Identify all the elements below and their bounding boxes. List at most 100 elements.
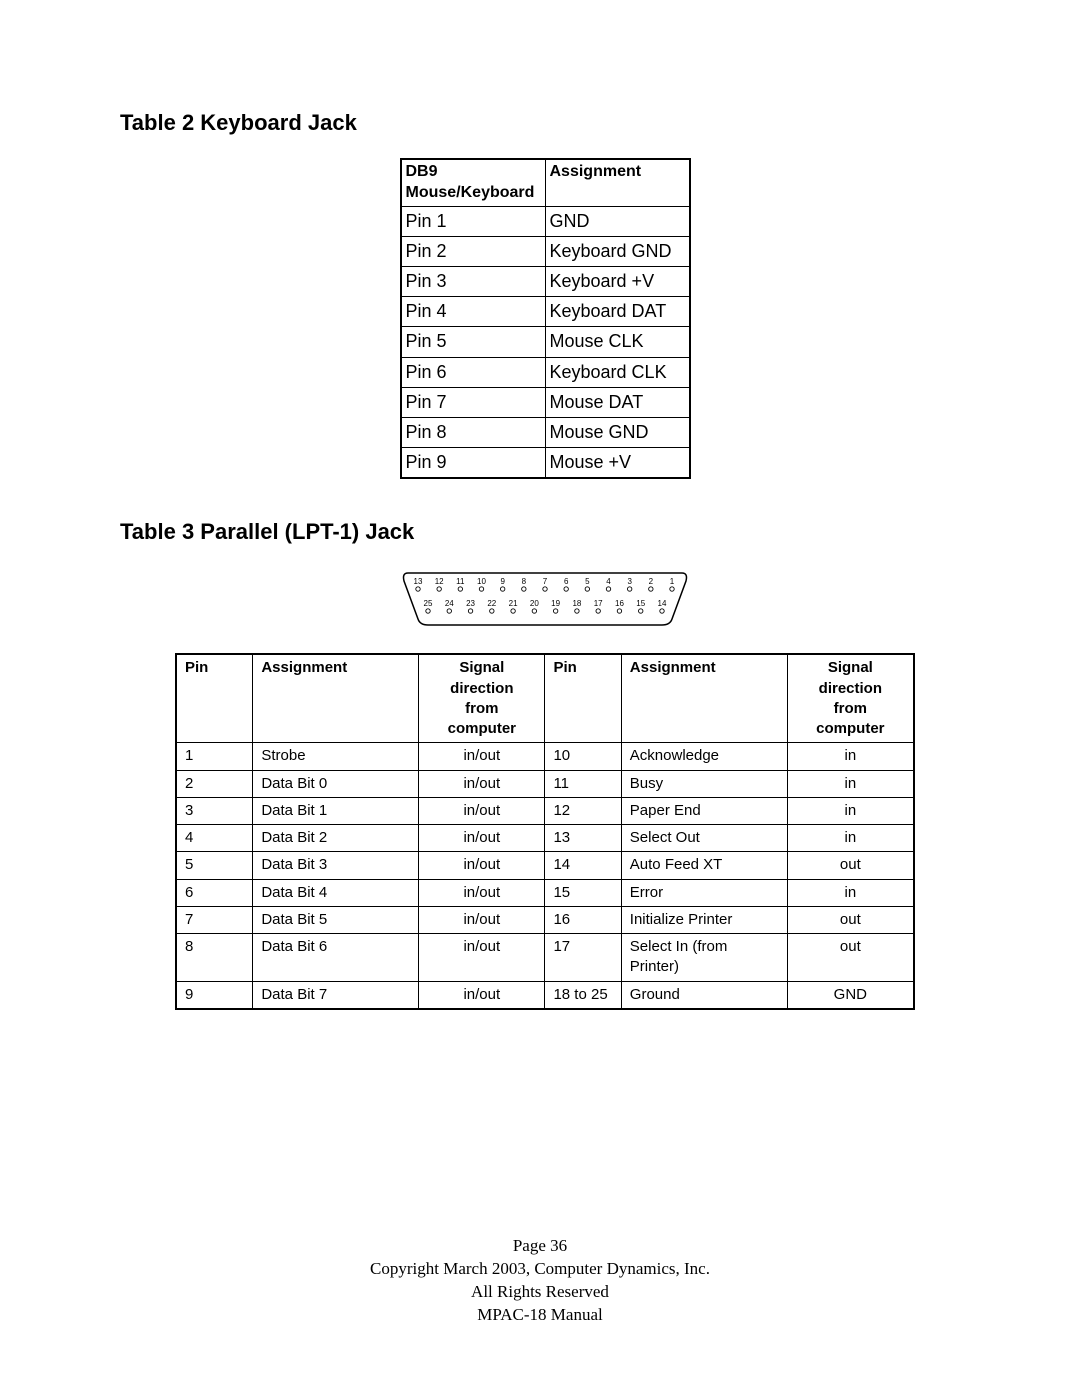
t3-assign-l: Data Bit 4 — [253, 879, 419, 906]
t3-assign-l: Data Bit 0 — [253, 770, 419, 797]
t3-pin-r: 18 to 25 — [545, 981, 621, 1009]
t3-assign-r: Acknowledge — [621, 743, 787, 770]
t3-h-pin-r: Pin — [545, 654, 621, 743]
t3-signal-r: in — [787, 770, 914, 797]
t3-assign-l: Data Bit 7 — [253, 981, 419, 1009]
footer-copyright: Copyright March 2003, Computer Dynamics,… — [0, 1258, 1080, 1281]
table-row: Pin 2Keyboard GND — [401, 236, 690, 266]
db25-connector-diagram: 1312111098765432125242322212019181716151… — [395, 567, 695, 627]
t3-signal-l: in/out — [419, 852, 545, 879]
table-row: Pin 5Mouse CLK — [401, 327, 690, 357]
t3-pin-l: 7 — [176, 906, 253, 933]
table-row: 3Data Bit 1in/out12Paper Endin — [176, 797, 914, 824]
t3-h-sig-r4: computer — [816, 720, 884, 737]
t3-signal-l: in/out — [419, 825, 545, 852]
t2-pin: Pin 4 — [401, 297, 546, 327]
t3-assign-l: Data Bit 2 — [253, 825, 419, 852]
t3-pin-r: 15 — [545, 879, 621, 906]
svg-text:21: 21 — [509, 599, 518, 608]
t3-pin-r: 17 — [545, 934, 621, 982]
db25-connector-svg: 1312111098765432125242322212019181716151… — [400, 567, 690, 627]
t3-signal-r: in — [787, 797, 914, 824]
t3-assign-l: Data Bit 3 — [253, 852, 419, 879]
table-row: Pin 1GND — [401, 206, 690, 236]
t2-assign: Keyboard +V — [545, 266, 690, 296]
t3-pin-l: 6 — [176, 879, 253, 906]
svg-text:20: 20 — [530, 599, 539, 608]
svg-text:9: 9 — [500, 577, 505, 586]
table-row: 9Data Bit 7in/out18 to 25GroundGND — [176, 981, 914, 1009]
t3-pin-l: 3 — [176, 797, 253, 824]
t3-assign-r: Select Out — [621, 825, 787, 852]
t3-assign-l: Data Bit 6 — [253, 934, 419, 982]
t3-signal-l: in/out — [419, 906, 545, 933]
table-row: 8Data Bit 6in/out17Select In (from Print… — [176, 934, 914, 982]
svg-text:12: 12 — [435, 577, 444, 586]
t3-h-signal-l: Signal direction from computer — [419, 654, 545, 743]
t3-signal-l: in/out — [419, 981, 545, 1009]
svg-text:18: 18 — [572, 599, 581, 608]
table-row: 5Data Bit 3in/out14Auto Feed XTout — [176, 852, 914, 879]
t3-signal-l: in/out — [419, 934, 545, 982]
svg-text:16: 16 — [615, 599, 624, 608]
t3-h-sig-l4: computer — [448, 720, 516, 737]
t3-h-assign-l: Assignment — [253, 654, 419, 743]
svg-text:6: 6 — [564, 577, 569, 586]
t3-h-pin-l: Pin — [176, 654, 253, 743]
t2-pin: Pin 5 — [401, 327, 546, 357]
t2-assign: Mouse GND — [545, 417, 690, 447]
table-row: Pin 6Keyboard CLK — [401, 357, 690, 387]
t3-h-sig-r1: Signal — [828, 659, 873, 676]
table-row: 6Data Bit 4in/out15Errorin — [176, 879, 914, 906]
svg-text:5: 5 — [585, 577, 590, 586]
t3-pin-l: 1 — [176, 743, 253, 770]
t3-pin-l: 5 — [176, 852, 253, 879]
document-page: Table 2 Keyboard Jack DB9 Mouse/Keyboard… — [0, 0, 1080, 1397]
t3-h-assign-r: Assignment — [621, 654, 787, 743]
t3-signal-l: in/out — [419, 770, 545, 797]
t3-signal-r: out — [787, 934, 914, 982]
t3-assign-r: Busy — [621, 770, 787, 797]
t3-assign-r: Initialize Printer — [621, 906, 787, 933]
footer-rights: All Rights Reserved — [0, 1281, 1080, 1304]
svg-text:14: 14 — [658, 599, 667, 608]
svg-text:17: 17 — [594, 599, 603, 608]
svg-text:4: 4 — [606, 577, 611, 586]
t3-assign-l: Data Bit 5 — [253, 906, 419, 933]
t3-pin-r: 16 — [545, 906, 621, 933]
t3-assign-r: Error — [621, 879, 787, 906]
t2-assign: Mouse +V — [545, 448, 690, 479]
page-footer: Page 36 Copyright March 2003, Computer D… — [0, 1235, 1080, 1327]
svg-text:22: 22 — [487, 599, 496, 608]
t2-pin: Pin 7 — [401, 387, 546, 417]
t3-h-sig-l1: Signal — [459, 659, 504, 676]
t3-assign-r: Ground — [621, 981, 787, 1009]
t3-h-signal-r: Signal direction from computer — [787, 654, 914, 743]
footer-page: Page 36 — [0, 1235, 1080, 1258]
t3-assign-l: Data Bit 1 — [253, 797, 419, 824]
t3-h-sig-l3: from — [465, 700, 498, 717]
t2-assign: Keyboard GND — [545, 236, 690, 266]
t2-pin: Pin 3 — [401, 266, 546, 296]
t3-pin-r: 11 — [545, 770, 621, 797]
t3-signal-r: in — [787, 743, 914, 770]
svg-text:25: 25 — [424, 599, 433, 608]
svg-text:19: 19 — [551, 599, 560, 608]
table2-header-col1: DB9 Mouse/Keyboard — [401, 159, 546, 206]
table-row: Pin 9Mouse +V — [401, 448, 690, 479]
t3-signal-r: in — [787, 825, 914, 852]
table3-title: Table 3 Parallel (LPT-1) Jack — [120, 519, 970, 545]
t2-assign: Keyboard DAT — [545, 297, 690, 327]
table-row: Pin 7Mouse DAT — [401, 387, 690, 417]
table-row: Pin 4Keyboard DAT — [401, 297, 690, 327]
table-row: 7Data Bit 5in/out16Initialize Printerout — [176, 906, 914, 933]
t3-signal-l: in/out — [419, 879, 545, 906]
table-row: 1Strobein/out10Acknowledgein — [176, 743, 914, 770]
table-row: 4Data Bit 2in/out13Select Outin — [176, 825, 914, 852]
table2-header-col1-l2: Mouse/Keyboard — [406, 184, 535, 201]
t3-pin-l: 8 — [176, 934, 253, 982]
t3-h-sig-l2: direction — [450, 680, 513, 697]
t3-h-sig-r3: from — [834, 700, 867, 717]
svg-text:24: 24 — [445, 599, 454, 608]
table2-title: Table 2 Keyboard Jack — [120, 110, 970, 136]
